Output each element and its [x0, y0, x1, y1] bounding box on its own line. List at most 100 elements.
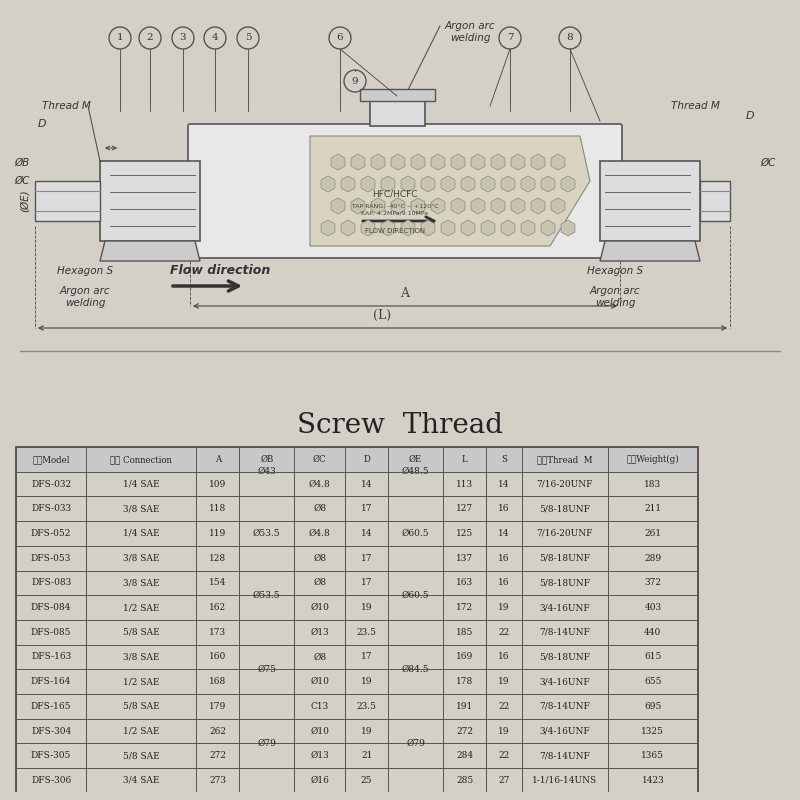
Polygon shape [521, 220, 535, 236]
Text: Hexagon S: Hexagon S [587, 266, 643, 276]
Text: C13: C13 [310, 702, 329, 711]
Bar [100, 161, 200, 241]
Polygon shape [361, 176, 375, 192]
Text: 5: 5 [245, 34, 251, 42]
Polygon shape [321, 220, 335, 236]
Bar [700, 181, 730, 221]
Text: Flow direction: Flow direction [170, 265, 270, 278]
Text: DFS-033: DFS-033 [31, 504, 71, 514]
Text: Ø60.5: Ø60.5 [402, 590, 430, 600]
Text: 16: 16 [498, 504, 510, 514]
Text: 3: 3 [180, 34, 186, 42]
Text: 14: 14 [498, 479, 510, 489]
Polygon shape [491, 198, 505, 214]
Text: Ø16: Ø16 [310, 776, 329, 785]
Polygon shape [421, 176, 435, 192]
Polygon shape [100, 241, 200, 261]
Polygon shape [511, 154, 525, 170]
Polygon shape [321, 176, 335, 192]
Text: 2: 2 [146, 34, 154, 42]
Text: 1-1/16-14UNS: 1-1/16-14UNS [532, 776, 598, 785]
Text: 1423: 1423 [642, 776, 664, 785]
Text: 172: 172 [456, 603, 474, 612]
Text: 1/2 SAE: 1/2 SAE [123, 726, 159, 735]
Text: DFS-053: DFS-053 [31, 554, 71, 562]
Text: 273: 273 [210, 776, 226, 785]
Polygon shape [600, 241, 700, 261]
Text: 7/8-14UNF: 7/8-14UNF [539, 628, 590, 637]
Text: 27: 27 [498, 776, 510, 785]
Text: Ø10: Ø10 [310, 726, 329, 735]
Text: 440: 440 [644, 628, 662, 637]
Text: 185: 185 [456, 628, 474, 637]
Text: 125: 125 [456, 529, 474, 538]
Polygon shape [521, 176, 535, 192]
Text: TAP RANG: -40°C ~ +120°C: TAP RANG: -40°C ~ +120°C [352, 203, 438, 209]
Text: Thread M: Thread M [671, 101, 720, 111]
Text: 137: 137 [456, 554, 474, 562]
Text: 7: 7 [506, 34, 514, 42]
Text: 螺纹Thread  M: 螺纹Thread M [537, 455, 592, 464]
Polygon shape [431, 198, 445, 214]
Polygon shape [341, 220, 355, 236]
Text: Ø10: Ø10 [310, 603, 329, 612]
Text: 695: 695 [644, 702, 662, 711]
Text: 25: 25 [361, 776, 373, 785]
Text: 154: 154 [209, 578, 226, 587]
Text: 14: 14 [361, 479, 373, 489]
Text: 型号Model: 型号Model [32, 455, 70, 464]
Text: DFS-085: DFS-085 [31, 628, 71, 637]
Text: 162: 162 [209, 603, 226, 612]
Text: 1365: 1365 [642, 751, 664, 760]
Text: Ø75: Ø75 [258, 665, 276, 674]
Polygon shape [341, 176, 355, 192]
Text: 3/4 SAE: 3/4 SAE [123, 776, 159, 785]
Text: 19: 19 [498, 677, 510, 686]
Text: DFS-084: DFS-084 [31, 603, 71, 612]
Text: HFC/HCFC: HFC/HCFC [372, 190, 418, 198]
Text: Ø53.5: Ø53.5 [253, 529, 281, 538]
Text: 17: 17 [361, 578, 373, 587]
Polygon shape [351, 198, 365, 214]
Text: DFS-306: DFS-306 [31, 776, 71, 785]
Text: 19: 19 [361, 677, 373, 686]
Text: 272: 272 [456, 726, 473, 735]
Polygon shape [431, 154, 445, 170]
Text: 22: 22 [498, 751, 510, 760]
Text: Argon arc
welding: Argon arc welding [445, 21, 495, 42]
Text: 173: 173 [209, 628, 226, 637]
Text: DFS-165: DFS-165 [31, 702, 71, 711]
Polygon shape [461, 176, 475, 192]
Text: 5/8-18UNF: 5/8-18UNF [539, 554, 590, 562]
Text: Ø84.5: Ø84.5 [402, 665, 430, 674]
Polygon shape [310, 136, 590, 246]
Polygon shape [371, 154, 385, 170]
Polygon shape [381, 220, 395, 236]
Text: 261: 261 [644, 529, 662, 538]
Text: 7/8-14UNF: 7/8-14UNF [539, 702, 590, 711]
Text: 191: 191 [456, 702, 474, 711]
Text: 289: 289 [644, 554, 662, 562]
Text: 179: 179 [209, 702, 226, 711]
Text: A: A [214, 455, 221, 464]
Polygon shape [531, 198, 545, 214]
Polygon shape [411, 198, 425, 214]
Text: 9: 9 [352, 77, 358, 86]
Text: 23.5: 23.5 [357, 628, 377, 637]
Text: 109: 109 [209, 479, 226, 489]
Bar [16, 447, 698, 793]
Text: 284: 284 [456, 751, 474, 760]
Text: 285: 285 [456, 776, 474, 785]
Text: 14: 14 [361, 529, 373, 538]
Polygon shape [421, 220, 435, 236]
Text: Screw  Thread: Screw Thread [297, 412, 503, 438]
Text: DFS-052: DFS-052 [31, 529, 71, 538]
Text: 178: 178 [456, 677, 474, 686]
Text: 183: 183 [644, 479, 662, 489]
Text: 19: 19 [498, 603, 510, 612]
Polygon shape [551, 154, 565, 170]
Text: DFS-305: DFS-305 [31, 751, 71, 760]
Text: Ø60.5: Ø60.5 [402, 529, 430, 538]
Polygon shape [531, 154, 545, 170]
Bar [600, 161, 700, 241]
